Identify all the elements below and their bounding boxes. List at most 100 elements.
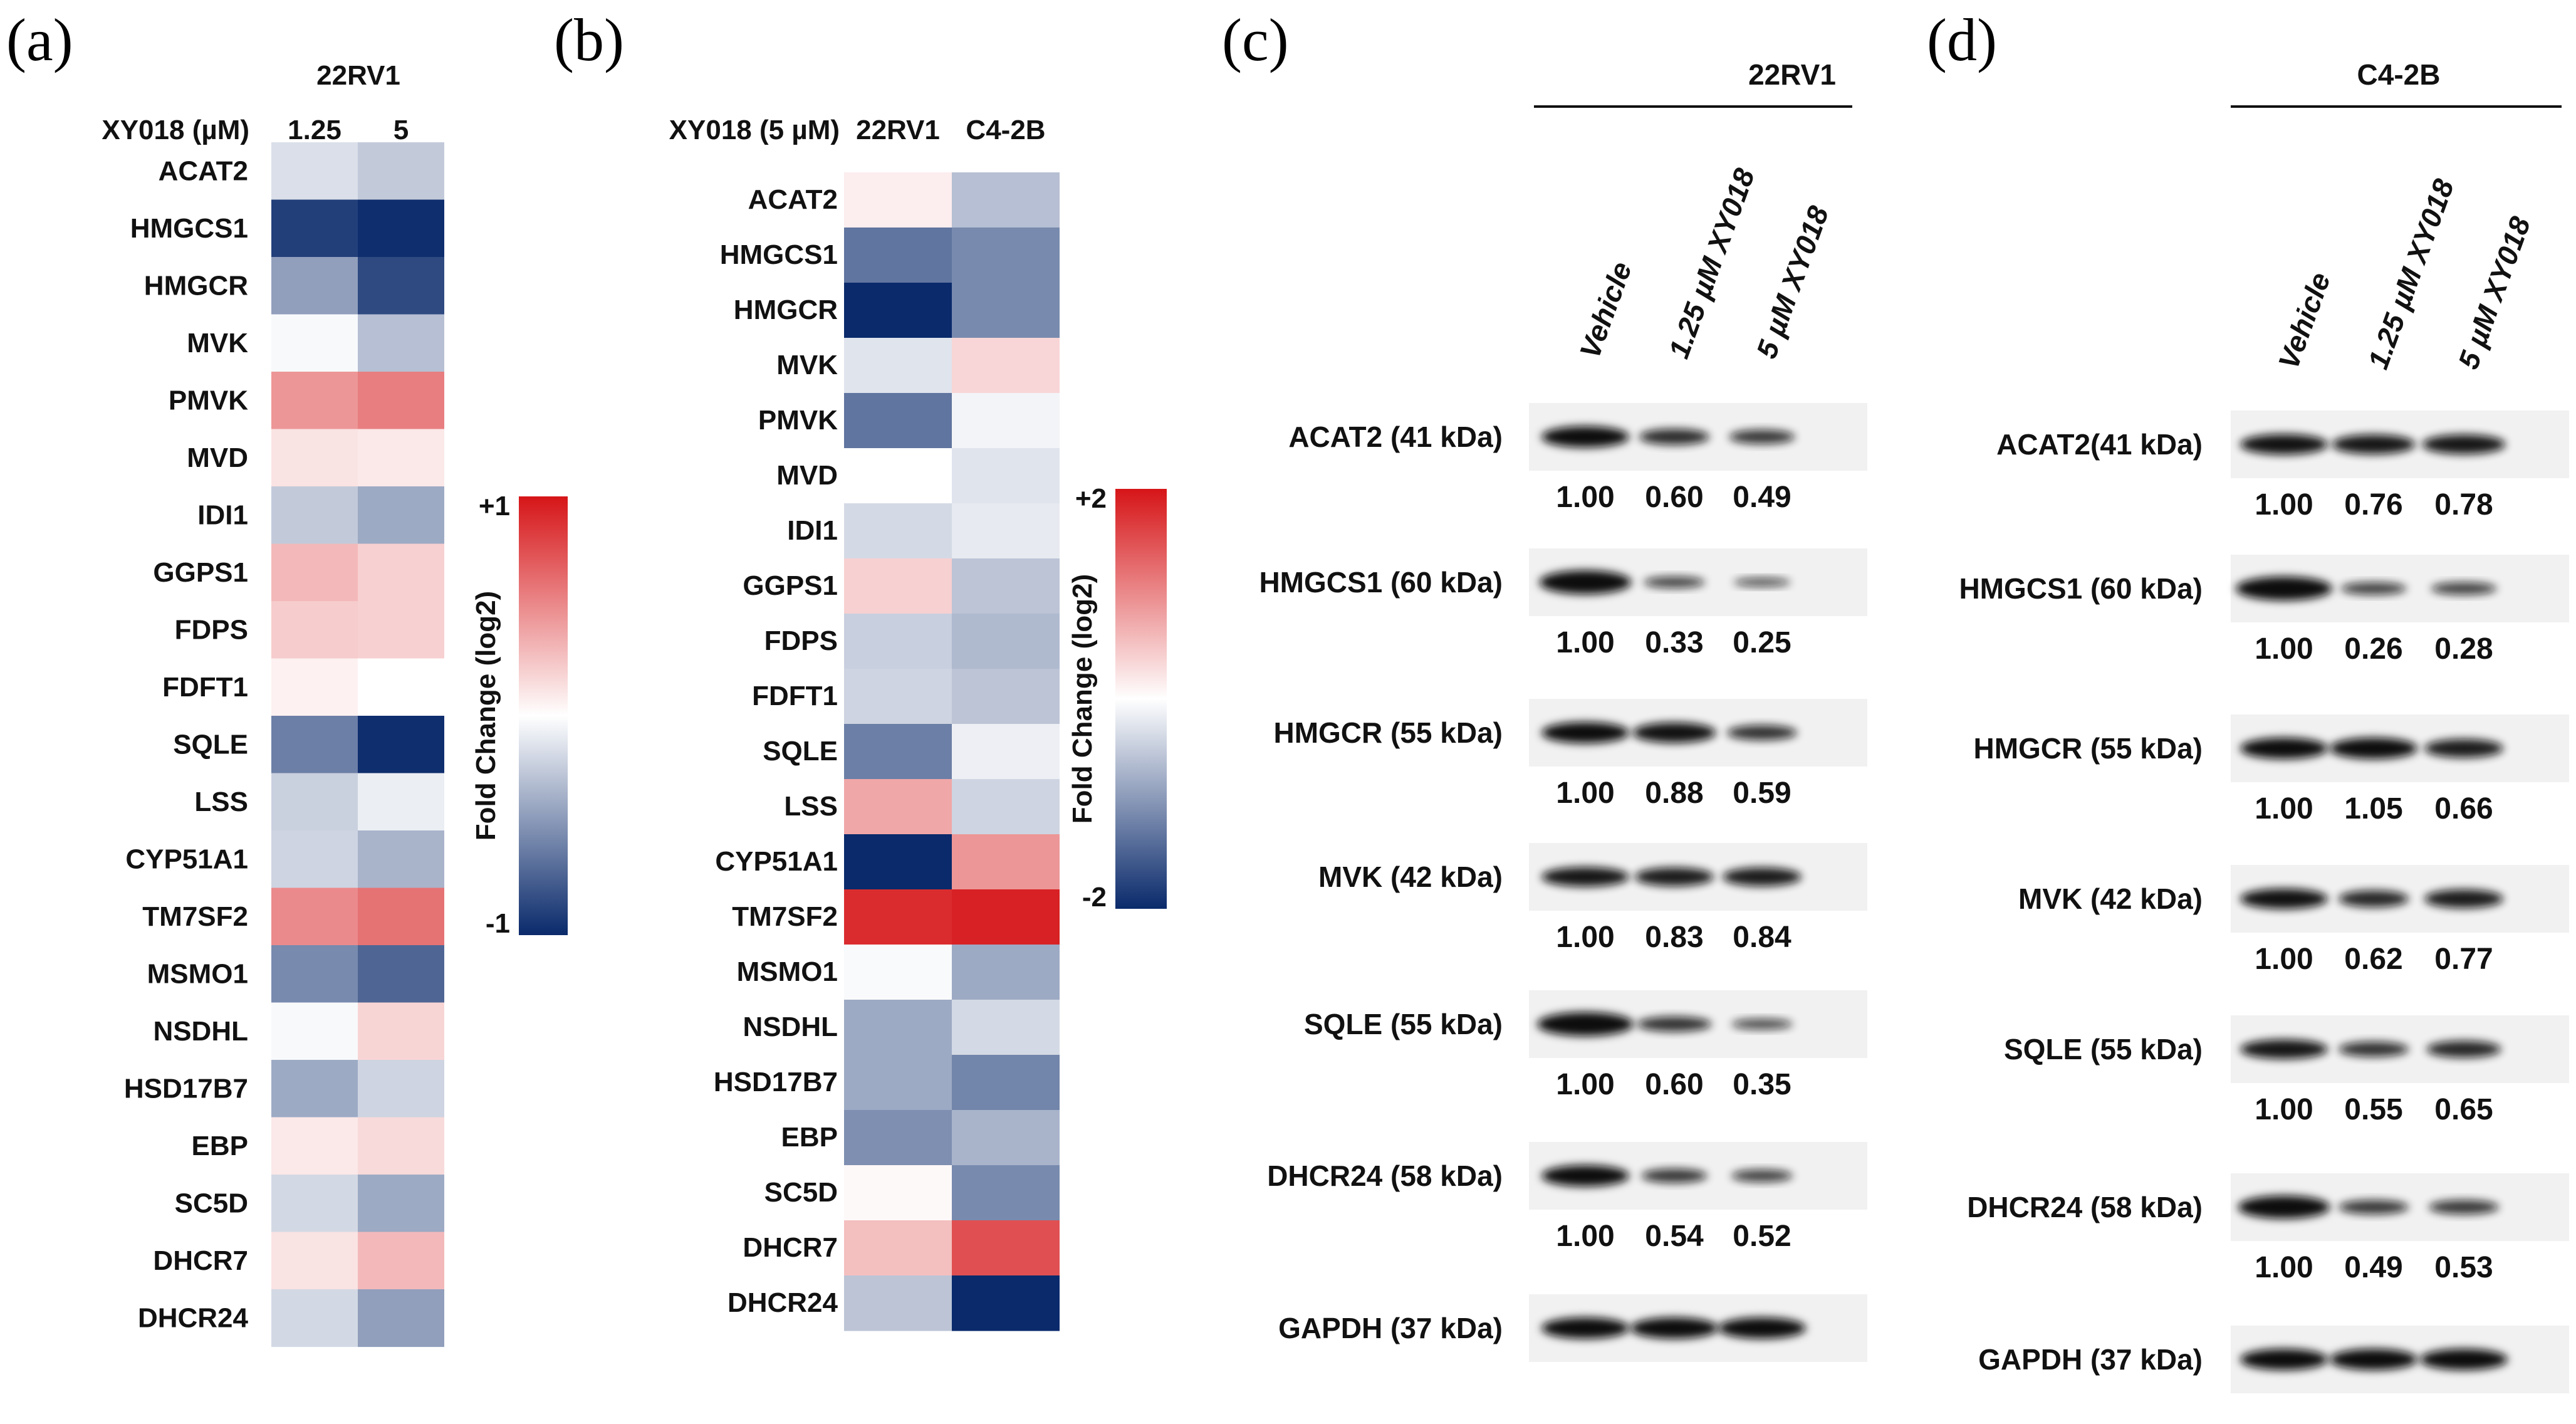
heatmap-cell (358, 1002, 444, 1060)
heatmap-cell (952, 503, 1060, 559)
gene-label: PMVK (169, 385, 248, 416)
blot-label: SQLE (55 kDa) (1304, 1008, 1503, 1040)
panel-label: (c) (1222, 6, 1289, 73)
densitometry-value: 0.55 (2344, 1093, 2402, 1126)
lane-label: 1.25 µM XY018 (2362, 174, 2461, 373)
protein-band (1639, 429, 1709, 445)
gene-label: HMGCS1 (720, 239, 838, 270)
protein-band (1729, 429, 1795, 444)
panel-b: ACAT2 HMGCS1 HMGCR MVK PMVK MVD IDI1 GGPS1 FDPS F… (554, 6, 1167, 1331)
lane-label: Vehicle (1573, 258, 1638, 363)
densitometry-value: 1.00 (2255, 943, 2313, 976)
heatmap-cell (844, 1110, 952, 1166)
panel-label: (d) (1927, 6, 1997, 73)
heatmap-cell (358, 945, 444, 1003)
heatmap-cell (952, 228, 1060, 283)
heatmap-cell (358, 314, 444, 372)
protein-band (2240, 738, 2328, 759)
densitometry-value: 1.05 (2344, 792, 2402, 825)
heatmap-cell (844, 393, 952, 449)
colorbar (1115, 489, 1167, 909)
densitometry-value: 1.00 (2255, 1251, 2313, 1284)
column-label: 1.25 (288, 115, 342, 145)
heatmap-cell (271, 773, 358, 831)
blot-label: HMGCS1 (60 kDa) (1959, 572, 2203, 605)
lane-label: 5 µM XY018 (2452, 212, 2537, 373)
gene-label: NSDHL (743, 1012, 838, 1042)
colorbar-min-label: -1 (486, 908, 510, 939)
protein-band (2332, 434, 2416, 454)
densitometry-value: 0.60 (1645, 1068, 1703, 1101)
gene-label: DHCR7 (743, 1232, 838, 1263)
gene-label: DHCR24 (138, 1302, 249, 1333)
blot-label: DHCR24 (58 kDa) (1967, 1191, 2203, 1223)
heatmap-cell (271, 199, 358, 258)
protein-band (1541, 426, 1629, 448)
heatmap-cell (952, 669, 1060, 725)
gene-label: MVK (187, 328, 248, 359)
heatmap-cell (952, 172, 1060, 228)
gene-label: MSMO1 (147, 958, 248, 989)
protein-band (1632, 722, 1716, 743)
blot-label: HMGCR (55 kDa) (1273, 716, 1503, 749)
heatmap-cell (952, 558, 1060, 614)
densitometry-value: 1.00 (2255, 792, 2313, 825)
gene-label: MVD (776, 460, 838, 491)
gene-label: TM7SF2 (732, 901, 838, 932)
densitometry-value: 0.35 (1733, 1068, 1791, 1101)
heatmap-cell (952, 1165, 1060, 1221)
heatmap-cell (952, 1110, 1060, 1166)
heatmap-cell (844, 1000, 952, 1055)
protein-band (1718, 1317, 1806, 1339)
protein-band (1630, 1317, 1718, 1339)
heatmap-cell (844, 448, 952, 504)
gene-label: DHCR7 (153, 1245, 248, 1276)
blot-label: ACAT2(41 kDa) (1996, 428, 2203, 461)
heatmap-cell (271, 1060, 358, 1118)
gene-label: GGPS1 (153, 557, 248, 588)
column-label: C4-2B (966, 115, 1045, 145)
densitometry-value: 0.49 (1733, 481, 1791, 514)
heatmap-title: 22RV1 (316, 60, 400, 91)
heatmap-cell (271, 830, 358, 889)
protein-band (2431, 582, 2497, 595)
protein-band (1733, 577, 1791, 587)
heatmap-cell (358, 830, 444, 889)
gene-label: NSDHL (153, 1016, 248, 1047)
heatmap-cell (271, 945, 358, 1003)
heatmap-cell (358, 1117, 444, 1175)
protein-band (1539, 570, 1632, 595)
gene-label: HMGCS1 (130, 213, 248, 244)
heatmap-cell (952, 338, 1060, 394)
heatmap-cell (844, 724, 952, 780)
densitometry-value: 0.52 (1733, 1220, 1791, 1253)
gene-label: GGPS1 (743, 570, 838, 601)
colorbar-max-label: +2 (1075, 483, 1107, 514)
heatmap-cell (952, 1000, 1060, 1055)
blot-label: DHCR24 (58 kDa) (1267, 1160, 1503, 1192)
gene-label: SQLE (763, 736, 838, 767)
gene-label: SC5D (175, 1188, 248, 1218)
heatmap-cell (844, 1055, 952, 1111)
blot-label: GAPDH (37 kDa) (1978, 1343, 2203, 1376)
panel-a: ACAT2 HMGCS1 HMGCR MVK PMVK MVD IDI1 GGPS1 FDPS F… (6, 6, 568, 1348)
densitometry-value: 0.65 (2434, 1093, 2493, 1126)
protein-band (1727, 725, 1797, 741)
densitometry-value: 0.28 (2434, 632, 2493, 666)
gene-label: CYP51A1 (715, 846, 838, 877)
colorbar (519, 496, 568, 935)
heatmap-cell (358, 257, 444, 315)
gene-label: EBP (781, 1122, 838, 1153)
protein-band (2420, 1349, 2508, 1370)
heatmap-cell (952, 889, 1060, 945)
heatmap-cell (271, 314, 358, 372)
axis-label: XY018 (µM) (102, 115, 249, 145)
heatmap-cell (844, 228, 952, 283)
colorbar-title: Fold Change (log2) (471, 591, 501, 840)
protein-band (1541, 867, 1629, 887)
protein-band (1635, 867, 1714, 886)
gene-label: MVD (187, 442, 248, 473)
